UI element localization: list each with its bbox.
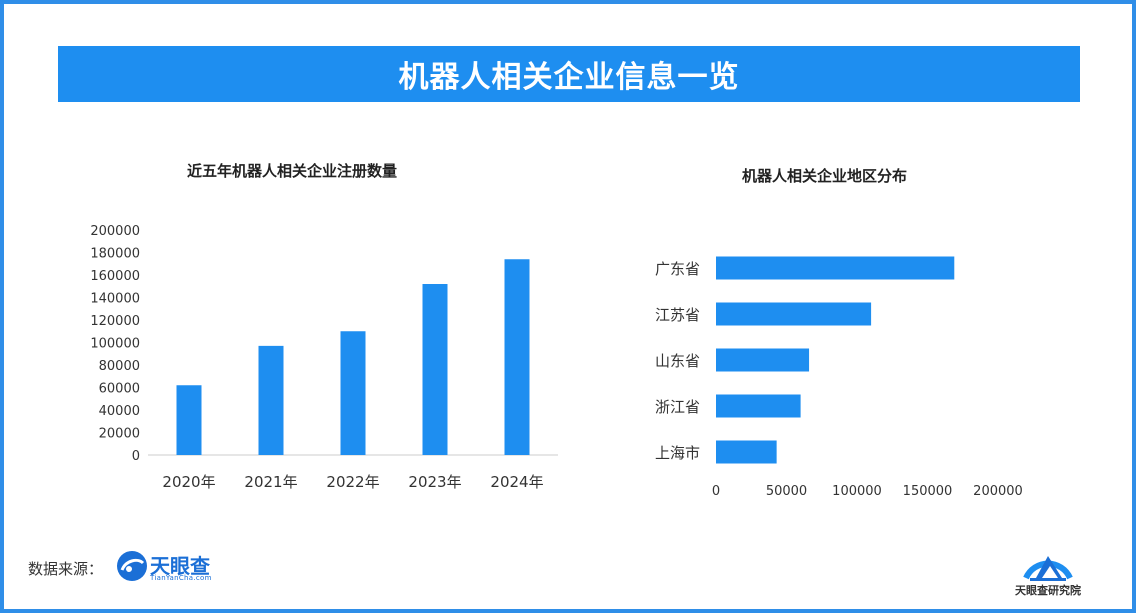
building-arc-icon: [1023, 556, 1073, 581]
hbar-0: [716, 256, 955, 280]
x-tick-label: 2021年: [244, 473, 297, 491]
x-tick-label: 200000: [973, 484, 1023, 499]
y-tick-label: 180000: [90, 247, 140, 262]
x-tick-label: 150000: [903, 484, 953, 499]
bar-3: [422, 284, 448, 455]
hbar-4: [716, 440, 777, 464]
hbar-3: [716, 394, 801, 418]
hbar-1: [716, 302, 872, 326]
y-tick-label: 0: [132, 449, 140, 464]
source-label: 数据来源：: [28, 560, 104, 578]
x-tick-label: 2023年: [408, 473, 461, 491]
y-category-label: 山东省: [655, 352, 700, 370]
y-tick-label: 80000: [99, 359, 140, 374]
bar-chart-title: 近五年机器人相关企业注册数量: [187, 162, 398, 180]
y-category-label: 江苏省: [655, 306, 700, 324]
y-tick-label: 160000: [90, 269, 140, 284]
tianyancha-mark-icon: [117, 551, 147, 581]
page-title: 机器人相关企业信息一览: [398, 60, 740, 95]
title-banner: 机器人相关企业信息一览: [58, 46, 1080, 102]
hbar-chart-title: 机器人相关企业地区分布: [742, 167, 908, 185]
institute-name: 天眼查研究院: [1015, 584, 1081, 597]
tianyancha-logo: 天眼查 TianYanCha.com: [116, 550, 236, 586]
y-category-label: 浙江省: [655, 398, 700, 416]
y-tick-label: 20000: [99, 427, 140, 442]
y-category-label: 上海市: [655, 444, 700, 462]
x-tick-label: 2022年: [326, 473, 379, 491]
y-tick-label: 140000: [90, 292, 140, 307]
x-tick-label: 0: [712, 484, 720, 499]
institute-logo: 天眼查研究院: [1000, 538, 1096, 602]
x-tick-label: 2024年: [490, 473, 543, 491]
y-tick-label: 200000: [90, 224, 140, 239]
y-tick-label: 100000: [90, 337, 140, 352]
tianyancha-logo-url: TianYanCha.com: [150, 574, 212, 582]
y-tick-label: 40000: [99, 404, 140, 419]
bar-1: [258, 345, 284, 455]
y-tick-label: 120000: [90, 314, 140, 329]
x-tick-label: 50000: [766, 484, 807, 499]
bar-4: [504, 259, 530, 455]
y-tick-label: 60000: [99, 382, 140, 397]
hbar-2: [716, 348, 810, 372]
registration-bar-chart: 0 20000 40000 60000 80000 100000 120000 140000 1…: [90, 224, 558, 491]
bar-2: [340, 331, 366, 455]
x-tick-label: 2020年: [162, 473, 215, 491]
y-category-label: 广东省: [655, 260, 700, 278]
x-tick-label: 100000: [832, 484, 882, 499]
tianyancha-logo-text: 天眼查: [150, 554, 210, 578]
bar-0: [176, 385, 202, 455]
